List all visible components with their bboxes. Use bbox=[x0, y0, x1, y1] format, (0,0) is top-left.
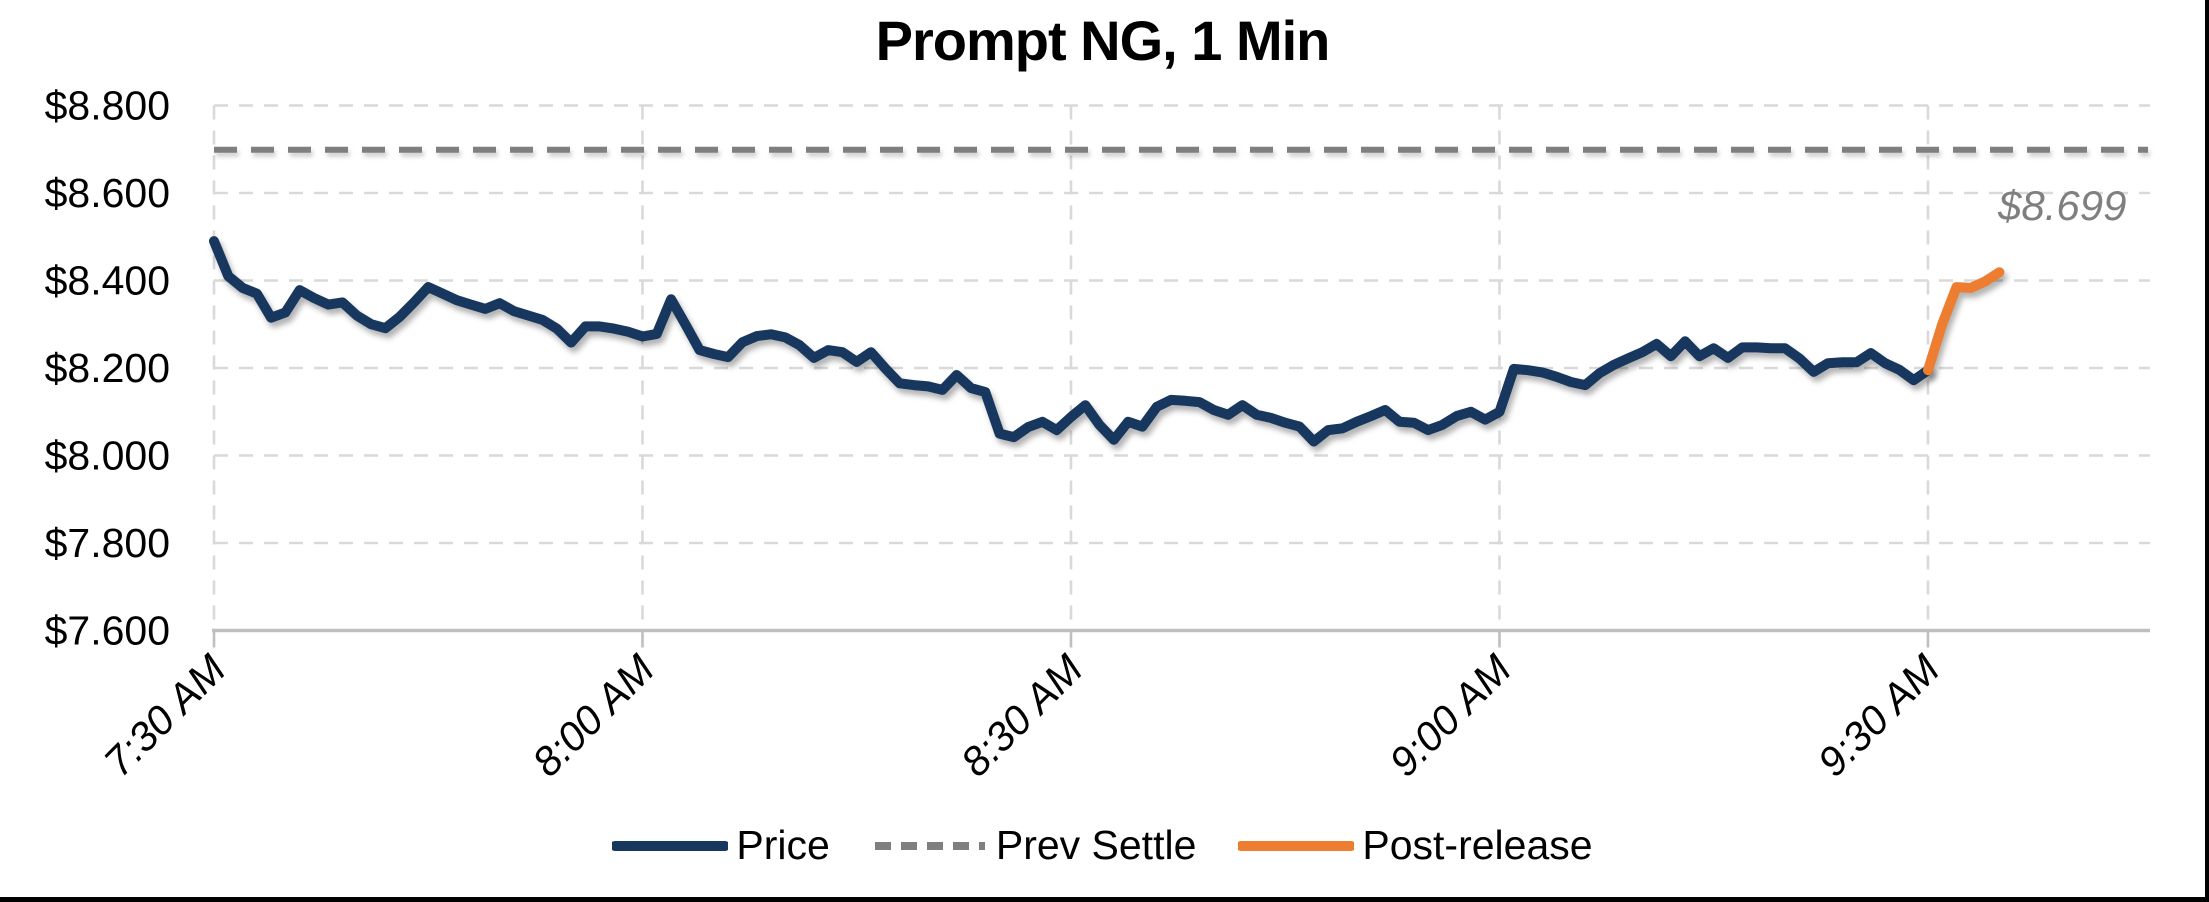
y-tick-label: $8.400 bbox=[45, 258, 170, 304]
price-line-swatch bbox=[612, 840, 729, 851]
x-tick-label: 9:00 AM bbox=[1380, 645, 1520, 785]
y-tick-label: $7.600 bbox=[45, 608, 170, 654]
prev-settle-line-swatch bbox=[874, 841, 985, 850]
legend-label-prev-settle: Prev Settle bbox=[995, 822, 1197, 868]
chart-title: Prompt NG, 1 Min bbox=[875, 9, 1331, 72]
y-axis-labels: $8.800 $8.600 $8.400 $8.200 $8.000 $7.800 $7.6… bbox=[45, 83, 170, 654]
legend-item-post-release: Post-release bbox=[1238, 822, 1593, 869]
x-tick-label: 9:30 AM bbox=[1809, 645, 1949, 785]
x-tick-label: 8:30 AM bbox=[952, 645, 1092, 785]
y-tick-label: $8.200 bbox=[45, 345, 170, 391]
post-release-line bbox=[1923, 267, 2005, 376]
y-tick-label: $8.600 bbox=[45, 170, 170, 216]
price-line bbox=[209, 236, 1933, 447]
post-release-line-swatch bbox=[1238, 840, 1355, 851]
legend: Price Prev Settle Post-release bbox=[0, 822, 2205, 869]
x-tick-label: 8:00 AM bbox=[523, 645, 663, 785]
legend-label-post-release: Post-release bbox=[1362, 822, 1593, 868]
y-tick-label: $8.800 bbox=[45, 83, 170, 129]
legend-item-price: Price bbox=[612, 822, 830, 869]
x-axis-labels: 7:30 AM 8:00 AM 8:30 AM 9:00 AM 9:30 AM bbox=[95, 645, 1949, 785]
legend-label-price: Price bbox=[736, 822, 830, 868]
y-tick-label: $7.800 bbox=[45, 520, 170, 566]
legend-item-prev-settle: Prev Settle bbox=[872, 822, 1197, 869]
vertical-gridlines bbox=[212, 105, 1930, 648]
prev-settle-annotation: $8.699 bbox=[1998, 182, 2127, 229]
x-tick-label: 7:30 AM bbox=[95, 645, 235, 785]
horizontal-gridlines bbox=[214, 104, 2150, 545]
y-tick-label: $8.000 bbox=[45, 433, 170, 479]
